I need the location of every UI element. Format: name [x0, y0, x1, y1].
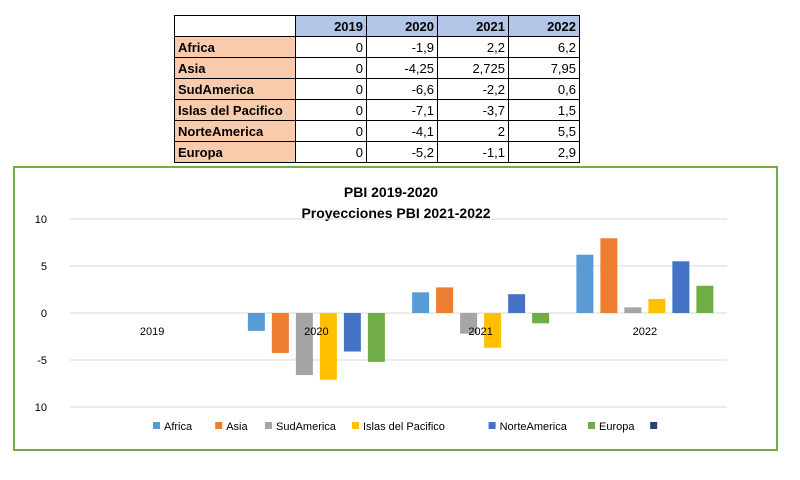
bar[interactable]	[508, 294, 526, 313]
legend-label: Africa	[164, 421, 193, 433]
legend-swatch	[265, 422, 272, 429]
legend-swatch	[488, 422, 496, 429]
y-tick-label: -5	[37, 355, 47, 367]
table-cell: -6,6	[366, 78, 438, 100]
y-tick-label: 5	[41, 261, 47, 273]
table-row: Asia 0 -4,25 2,725 7,95	[174, 57, 580, 79]
column-header: 2022	[508, 15, 580, 37]
table-cell: 1,5	[508, 99, 580, 121]
table-cell: -3,7	[437, 99, 509, 121]
bar[interactable]	[343, 313, 361, 352]
row-label: Asia	[174, 57, 296, 79]
table-cell: 2,9	[508, 141, 580, 163]
bar[interactable]	[624, 307, 642, 313]
legend-swatch	[352, 422, 359, 429]
bar[interactable]	[600, 238, 618, 313]
table-cell: 0	[295, 120, 367, 142]
bar[interactable]	[436, 287, 454, 313]
table-row: Islas del Pacifico 0 -7,1 -3,7 1,5	[174, 99, 580, 121]
bar[interactable]	[484, 313, 502, 348]
bar[interactable]	[576, 254, 594, 313]
bar[interactable]	[696, 285, 714, 313]
table-cell: -5,2	[366, 141, 438, 163]
column-header: 2020	[366, 15, 438, 37]
table-row: NorteAmerica 0 -4,1 2 5,5	[174, 120, 580, 142]
table-cell: 0	[295, 57, 367, 79]
table-cell: -1,9	[366, 36, 438, 58]
bar[interactable]	[295, 313, 313, 376]
x-category-label: 2022	[633, 326, 657, 338]
column-header: 2021	[437, 15, 509, 37]
bar[interactable]	[319, 313, 337, 380]
row-label: SudAmerica	[174, 78, 296, 100]
x-category-label: 2020	[304, 326, 328, 338]
table-corner-cell	[174, 15, 296, 37]
table-cell: 0	[295, 141, 367, 163]
table-cell: 2,725	[437, 57, 509, 79]
table-cell: -2,2	[437, 78, 509, 100]
row-label: Islas del Pacifico	[174, 99, 296, 121]
table-cell: 7,95	[508, 57, 580, 79]
table-cell: -1,1	[437, 141, 509, 163]
bar[interactable]	[247, 313, 265, 331]
table-cell: 2	[437, 120, 509, 142]
data-table: 2019 2020 2021 2022 Africa 0 -1,9 2,2 6,…	[174, 15, 580, 163]
y-tick-label: 0	[41, 308, 47, 320]
y-tick-label: 10	[35, 402, 47, 414]
table-cell: -4,1	[366, 120, 438, 142]
table-row: SudAmerica 0 -6,6 -2,2 0,6	[174, 78, 580, 100]
row-label: Africa	[174, 36, 296, 58]
x-category-label: 2021	[468, 326, 492, 338]
table-row: Africa 0 -1,9 2,2 6,2	[174, 36, 580, 58]
legend-label: Islas del Pacifico	[363, 421, 445, 433]
y-tick-label: 10	[35, 214, 47, 226]
table-cell: 0	[295, 99, 367, 121]
bar[interactable]	[460, 313, 478, 334]
x-category-label: 2019	[140, 326, 164, 338]
legend-label: NorteAmerica	[500, 421, 568, 433]
bar-chart: PBI 2019-2020 Proyecciones PBI 2021-2022…	[35, 184, 727, 433]
row-label: Europa	[174, 141, 296, 163]
table-cell: 0	[295, 78, 367, 100]
table-cell: 2,2	[437, 36, 509, 58]
table-cell: 0,6	[508, 78, 580, 100]
bar[interactable]	[367, 313, 385, 362]
legend-label: Europa	[599, 421, 635, 433]
chart-frame[interactable]: PBI 2019-2020 Proyecciones PBI 2021-2022…	[13, 166, 778, 451]
table-header-row: 2019 2020 2021 2022	[174, 15, 580, 37]
legend-label: Asia	[226, 421, 248, 433]
legend-swatch	[588, 422, 595, 429]
table-cell: 6,2	[508, 36, 580, 58]
table-cell: -7,1	[366, 99, 438, 121]
legend-swatch	[153, 422, 160, 429]
legend-label: SudAmerica	[276, 421, 337, 433]
bar[interactable]	[412, 292, 430, 313]
row-label: NorteAmerica	[174, 120, 296, 142]
table-cell: 5,5	[508, 120, 580, 142]
chart-subtitle: Proyecciones PBI 2021-2022	[301, 205, 490, 221]
table-cell: -4,25	[366, 57, 438, 79]
table-row: Europa 0 -5,2 -1,1 2,9	[174, 141, 580, 163]
bar[interactable]	[648, 298, 666, 313]
table-cell: 0	[295, 36, 367, 58]
column-header: 2019	[295, 15, 367, 37]
bar[interactable]	[672, 261, 690, 313]
legend-swatch	[215, 422, 223, 429]
legend-swatch	[650, 422, 658, 429]
chart-title: PBI 2019-2020	[344, 184, 438, 200]
bar[interactable]	[532, 313, 550, 324]
bar[interactable]	[271, 313, 289, 353]
